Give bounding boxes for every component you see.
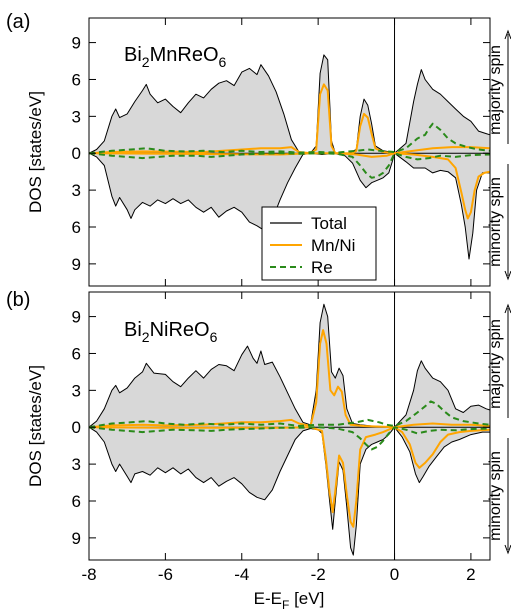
x-tick-label: -8 <box>81 565 96 584</box>
y-tick-label: 6 <box>72 70 81 89</box>
spin-down-annotation: minority spin <box>487 164 511 281</box>
y-tick-label: 6 <box>72 344 81 363</box>
x-axis-label: E-EF [eV] <box>254 589 325 610</box>
compound-label: Bi2MnReO6 <box>124 44 227 70</box>
total-dos-fill-up <box>89 304 490 428</box>
total-dos-fill-down <box>89 153 490 259</box>
legend: Total Mn/Ni Re <box>261 206 377 281</box>
mn-ni-dos-down <box>88 426 491 528</box>
y-tick-label: 6 <box>72 218 81 237</box>
legend-total-label: Total <box>311 214 347 233</box>
majority-spin-label: majority spin <box>487 45 504 135</box>
total-dos-down <box>88 152 490 260</box>
y-tick-label: 6 <box>72 492 81 511</box>
y-axis-label: DOS [states/eV] <box>26 365 45 487</box>
plot-frame <box>88 291 491 561</box>
y-tick-label: 9 <box>72 308 81 327</box>
y-axis-label: DOS [states/eV] <box>26 91 45 213</box>
legend-re-label: Re <box>311 258 333 277</box>
total-dos-fill-down <box>89 427 490 556</box>
y-tick-label: 9 <box>72 255 81 274</box>
y-tick-label: 3 <box>72 381 81 400</box>
legend-mn-label: Mn/Ni <box>311 236 355 255</box>
y-tick-label: 9 <box>72 34 81 53</box>
re-dos-up <box>88 400 491 429</box>
re-dos-down <box>88 426 491 451</box>
y-tick-label: 3 <box>72 455 81 474</box>
x-tick-label: 0 <box>390 565 399 584</box>
mn-ni-dos-up <box>88 329 491 429</box>
panel-a: (a) Bi2MnReO6 9 6 3 0 3 6 9 DOS [states/eV] ma… <box>6 11 511 287</box>
majority-spin-label: majority spin <box>487 319 504 409</box>
panel-b: (b) Bi2NiReO6 9 6 3 0 3 6 9 -8 -6 -4 -2 0 2 DOS [st… <box>6 289 511 610</box>
x-tick-label: 2 <box>466 565 475 584</box>
plot-frame <box>88 17 491 287</box>
total-dos-up <box>88 303 491 428</box>
spin-up-annotation: majority spin <box>487 303 511 418</box>
spin-up-annotation: majority spin <box>487 29 511 144</box>
compound-label: Bi2NiReO6 <box>124 319 218 345</box>
x-tick-label: -6 <box>158 565 173 584</box>
y-tick-label: 3 <box>72 181 81 200</box>
x-tick-label: -2 <box>311 565 326 584</box>
panel-label: (a) <box>6 11 30 33</box>
y-tick-label: 0 <box>72 144 81 163</box>
y-tick-label: 3 <box>72 107 81 126</box>
minority-spin-label: minority spin <box>487 451 504 541</box>
y-tick-label: 9 <box>72 529 81 548</box>
spin-down-annotation: minority spin <box>487 438 511 555</box>
re-dos-down <box>88 152 491 179</box>
x-tick-label: -4 <box>234 565 249 584</box>
y-tick-label: 0 <box>72 418 81 437</box>
total-dos-fill-up <box>89 54 490 154</box>
minority-spin-label: minority spin <box>487 177 504 267</box>
panel-label: (b) <box>6 289 30 311</box>
